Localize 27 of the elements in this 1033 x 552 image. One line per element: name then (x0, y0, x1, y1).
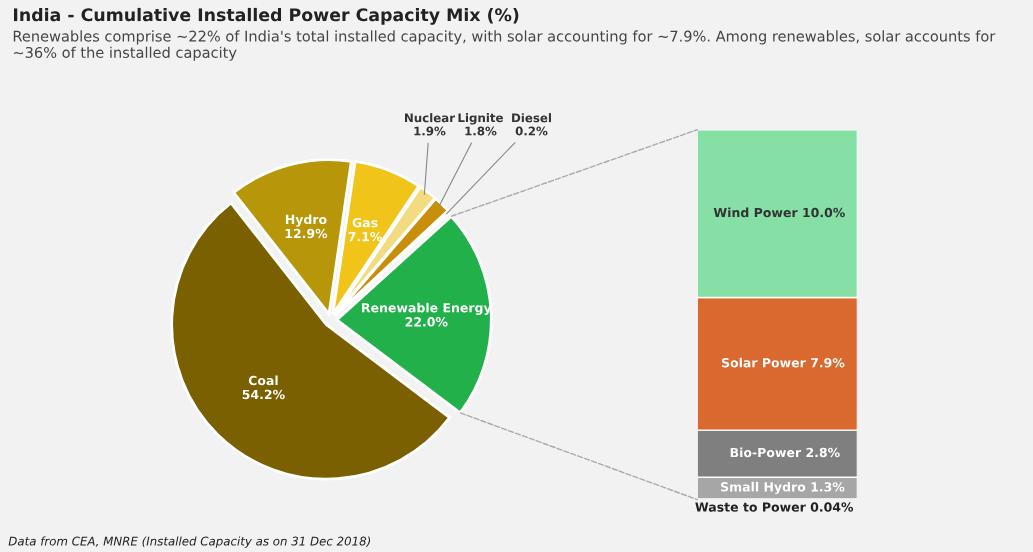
series-label: Wind Power (713, 207, 798, 218)
text: Data from CEA, MNRE (Installed Capacity as on 31 Dec 2018) (8, 536, 371, 548)
data-label: 10.0% (803, 207, 845, 218)
data-label: 54.2% (242, 389, 285, 400)
chart-subtitle: Renewables comprise ~22% of India's total installed capacity, with solar accounting for ~7.9%. Among renewables, solar accounts for ~36% of the installed capacity (13, 30, 996, 61)
slice-label: Nuclear (405, 113, 456, 123)
data-label: 7.9% (810, 357, 845, 368)
series-label: Small Hydro (721, 481, 806, 495)
slice-label: Diesel (512, 113, 551, 123)
slice-label: Lignite (458, 113, 503, 125)
slice-label: Coal (248, 375, 278, 386)
data-label: 0.04% (810, 502, 854, 512)
data-label: 1.3% (811, 482, 845, 492)
series-label: Bio-Power (730, 447, 802, 458)
data-label: 22.0% (405, 317, 448, 327)
chart-title: India - Cumulative Installed Power Capacity Mix (%) (13, 7, 519, 25)
data-label: 12.9% (285, 228, 328, 239)
data-label: 1.8% (465, 126, 497, 136)
series-label: Waste to Power (695, 502, 806, 512)
series-label: Solar Power (721, 357, 806, 368)
slice-label: Renewable Energy (362, 302, 492, 315)
data-label: 7.1% (348, 231, 382, 242)
data-label: 2.8% (806, 447, 840, 458)
data-label: 0.2% (515, 126, 548, 136)
slice-label: Gas (352, 217, 378, 228)
data-label: 1.9% (414, 126, 446, 136)
slice-label: Hydro (285, 214, 327, 227)
